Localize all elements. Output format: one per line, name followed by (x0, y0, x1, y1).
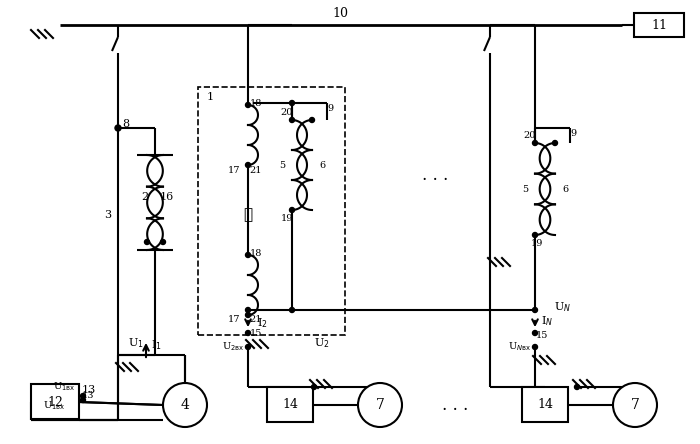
Text: 11: 11 (651, 19, 667, 32)
Text: I$_2$: I$_2$ (257, 316, 267, 330)
Text: 5: 5 (522, 185, 528, 194)
Text: 6: 6 (319, 160, 325, 170)
Circle shape (246, 163, 251, 167)
Text: 5: 5 (279, 160, 285, 170)
Circle shape (115, 125, 121, 131)
Bar (267, 388, 313, 423)
Circle shape (533, 345, 538, 349)
Text: U$_1$: U$_1$ (128, 336, 144, 350)
Text: 18: 18 (250, 249, 262, 258)
Bar (634, 13, 684, 37)
Circle shape (309, 118, 314, 123)
Text: 15: 15 (250, 329, 262, 337)
Circle shape (290, 118, 295, 123)
Text: 14: 14 (282, 399, 298, 412)
Text: 13: 13 (82, 392, 94, 400)
Text: . . .: . . . (422, 166, 448, 183)
Text: 7: 7 (631, 398, 639, 412)
Text: U$_{1\text{вх}}$: U$_{1\text{вх}}$ (52, 381, 75, 393)
Text: U$_N$: U$_N$ (554, 300, 571, 314)
Text: 20: 20 (281, 107, 293, 116)
Text: . . .: . . . (442, 396, 468, 413)
Bar (31, 385, 79, 420)
Text: 19: 19 (531, 238, 543, 247)
Circle shape (290, 100, 295, 106)
Text: 19: 19 (281, 214, 293, 222)
Circle shape (312, 385, 316, 389)
Circle shape (533, 233, 538, 238)
Circle shape (246, 308, 251, 313)
Bar (198, 87, 345, 335)
Text: 6: 6 (562, 185, 568, 194)
Circle shape (80, 393, 85, 399)
Text: U$_{N\text{вх}}$: U$_{N\text{вх}}$ (508, 341, 531, 353)
Circle shape (144, 239, 150, 245)
Bar (522, 388, 568, 423)
Text: 21: 21 (250, 166, 262, 174)
Circle shape (246, 345, 251, 349)
Text: 12: 12 (47, 396, 63, 408)
Circle shape (290, 207, 295, 213)
Circle shape (80, 397, 85, 403)
Circle shape (163, 383, 207, 427)
Circle shape (358, 383, 402, 427)
Text: 4: 4 (181, 398, 190, 412)
Circle shape (575, 385, 580, 389)
Text: 18: 18 (250, 99, 262, 107)
Text: 17: 17 (228, 316, 240, 325)
Text: 9: 9 (327, 103, 333, 112)
Text: 8: 8 (122, 119, 130, 129)
Text: 14: 14 (537, 399, 553, 412)
Circle shape (533, 140, 538, 146)
Circle shape (533, 330, 538, 336)
Text: 13: 13 (82, 385, 96, 395)
Text: I$_N$: I$_N$ (541, 314, 553, 328)
Circle shape (246, 103, 251, 107)
Text: 20: 20 (524, 131, 536, 139)
Text: ⋮: ⋮ (244, 208, 253, 222)
Circle shape (533, 308, 538, 313)
Text: 15: 15 (536, 330, 548, 340)
Text: U$_2$: U$_2$ (314, 336, 330, 350)
Text: 10: 10 (332, 7, 348, 20)
Circle shape (552, 140, 557, 146)
Text: 3: 3 (104, 210, 111, 220)
Circle shape (246, 330, 251, 336)
Text: 16: 16 (160, 192, 174, 202)
Text: 17: 17 (228, 166, 240, 174)
Circle shape (246, 253, 251, 258)
Text: U$_{2\text{вх}}$: U$_{2\text{вх}}$ (221, 341, 244, 353)
Circle shape (160, 239, 165, 245)
Text: U$_{1\text{вх}}$: U$_{1\text{вх}}$ (43, 400, 66, 412)
Text: 21: 21 (250, 316, 262, 325)
Circle shape (290, 308, 295, 313)
Text: 9: 9 (570, 128, 576, 138)
Text: 1: 1 (206, 92, 214, 102)
Circle shape (613, 383, 657, 427)
Text: I$_1$: I$_1$ (150, 338, 162, 352)
Text: 2: 2 (141, 192, 148, 202)
Text: 7: 7 (376, 398, 384, 412)
Circle shape (246, 313, 251, 317)
